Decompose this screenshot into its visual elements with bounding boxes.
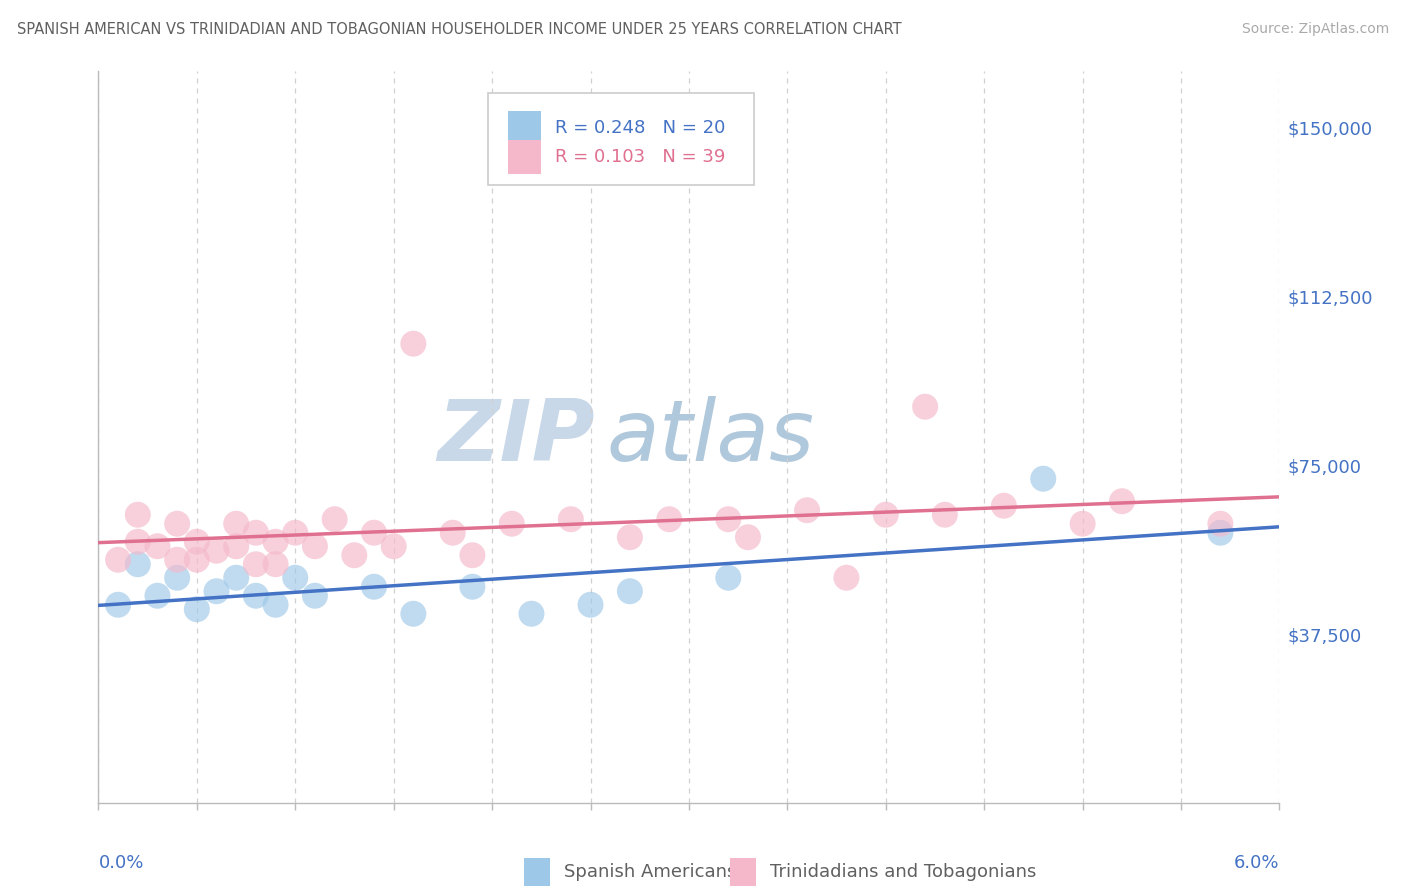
- FancyBboxPatch shape: [488, 94, 754, 185]
- Bar: [508, 111, 541, 145]
- Point: [363, 580, 385, 594]
- Point: [186, 602, 208, 616]
- Point: [225, 516, 247, 531]
- Point: [737, 530, 759, 544]
- Text: ZIP: ZIP: [437, 395, 595, 479]
- Text: R = 0.103   N = 39: R = 0.103 N = 39: [555, 148, 725, 166]
- Point: [579, 598, 602, 612]
- Text: 0.0%: 0.0%: [98, 854, 143, 872]
- Point: [1111, 494, 1133, 508]
- Text: R = 0.248   N = 20: R = 0.248 N = 20: [555, 119, 725, 136]
- Point: [402, 607, 425, 621]
- Point: [225, 571, 247, 585]
- Point: [186, 534, 208, 549]
- Point: [245, 525, 267, 540]
- Point: [1071, 516, 1094, 531]
- Point: [796, 503, 818, 517]
- Point: [225, 539, 247, 553]
- Point: [127, 508, 149, 522]
- Text: SPANISH AMERICAN VS TRINIDADIAN AND TOBAGONIAN HOUSEHOLDER INCOME UNDER 25 YEARS: SPANISH AMERICAN VS TRINIDADIAN AND TOBA…: [17, 22, 901, 37]
- Point: [363, 525, 385, 540]
- Point: [264, 534, 287, 549]
- Point: [284, 571, 307, 585]
- Text: Spanish Americans: Spanish Americans: [564, 863, 737, 881]
- Point: [520, 607, 543, 621]
- Point: [835, 571, 858, 585]
- Point: [264, 558, 287, 572]
- Point: [186, 553, 208, 567]
- Point: [560, 512, 582, 526]
- Point: [658, 512, 681, 526]
- Point: [166, 516, 188, 531]
- Point: [501, 516, 523, 531]
- Text: Source: ZipAtlas.com: Source: ZipAtlas.com: [1241, 22, 1389, 37]
- Point: [343, 548, 366, 562]
- Point: [1209, 516, 1232, 531]
- Bar: [730, 858, 756, 886]
- Point: [245, 589, 267, 603]
- Text: atlas: atlas: [606, 395, 814, 479]
- Point: [914, 400, 936, 414]
- Point: [441, 525, 464, 540]
- Point: [205, 584, 228, 599]
- Point: [205, 543, 228, 558]
- Point: [1032, 472, 1054, 486]
- Point: [619, 584, 641, 599]
- Point: [993, 499, 1015, 513]
- Point: [127, 558, 149, 572]
- Text: Trinidadians and Tobagonians: Trinidadians and Tobagonians: [770, 863, 1036, 881]
- Point: [1209, 525, 1232, 540]
- Point: [166, 571, 188, 585]
- Point: [304, 589, 326, 603]
- Point: [166, 553, 188, 567]
- Point: [717, 571, 740, 585]
- Point: [402, 336, 425, 351]
- Point: [284, 525, 307, 540]
- Point: [323, 512, 346, 526]
- Point: [717, 512, 740, 526]
- Point: [934, 508, 956, 522]
- Point: [146, 539, 169, 553]
- Point: [875, 508, 897, 522]
- Point: [461, 548, 484, 562]
- Bar: [508, 140, 541, 174]
- Point: [146, 589, 169, 603]
- Text: 6.0%: 6.0%: [1234, 854, 1279, 872]
- Point: [304, 539, 326, 553]
- Point: [264, 598, 287, 612]
- Point: [107, 553, 129, 567]
- Point: [107, 598, 129, 612]
- Point: [619, 530, 641, 544]
- Bar: [523, 858, 550, 886]
- Point: [127, 534, 149, 549]
- Point: [382, 539, 405, 553]
- Point: [245, 558, 267, 572]
- Point: [461, 580, 484, 594]
